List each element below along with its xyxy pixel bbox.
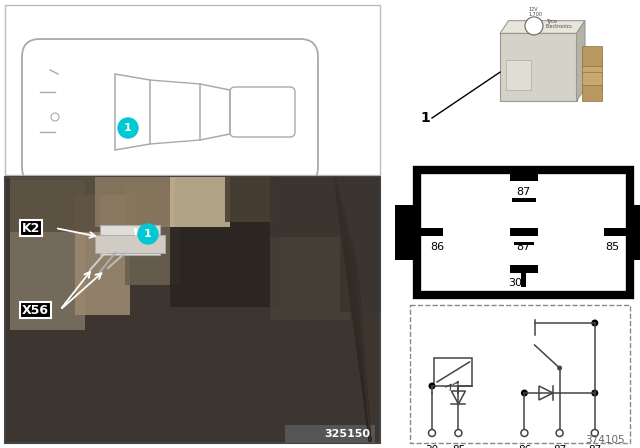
- Bar: [170, 177, 230, 227]
- Text: 1: 1: [144, 229, 152, 239]
- Bar: [270, 180, 350, 320]
- Bar: [509, 228, 538, 237]
- Bar: [75, 195, 130, 315]
- Bar: [513, 242, 534, 246]
- Text: Tyco
Electronics: Tyco Electronics: [546, 18, 573, 29]
- Bar: [582, 58, 602, 76]
- Text: 87: 87: [516, 241, 531, 251]
- Text: 85: 85: [605, 241, 619, 251]
- Text: 1: 1: [124, 123, 132, 133]
- Text: 86: 86: [518, 445, 531, 448]
- Bar: [100, 225, 160, 255]
- Bar: [520, 273, 525, 287]
- Circle shape: [138, 224, 158, 244]
- Circle shape: [429, 383, 435, 389]
- Circle shape: [525, 17, 543, 35]
- Bar: [95, 235, 165, 253]
- Bar: [506, 60, 531, 90]
- Text: 1: 1: [420, 111, 430, 125]
- Text: 374105: 374105: [586, 435, 625, 445]
- Bar: [5, 177, 380, 443]
- Circle shape: [591, 389, 598, 396]
- Polygon shape: [577, 21, 585, 101]
- Bar: [582, 72, 602, 90]
- Polygon shape: [500, 21, 585, 34]
- Bar: [509, 265, 538, 273]
- Bar: [509, 173, 538, 181]
- Text: 85: 85: [452, 445, 465, 448]
- Bar: [420, 5, 635, 153]
- Bar: [225, 177, 275, 222]
- Bar: [285, 425, 375, 443]
- Bar: [170, 177, 280, 307]
- Text: 86: 86: [430, 241, 444, 251]
- Bar: [420, 228, 443, 237]
- Bar: [270, 177, 380, 237]
- Text: 30: 30: [426, 445, 438, 448]
- Bar: [511, 198, 536, 202]
- Bar: [125, 185, 180, 285]
- Bar: [604, 228, 627, 237]
- Text: K2: K2: [22, 221, 40, 234]
- Bar: [395, 205, 417, 260]
- Text: 87: 87: [588, 445, 602, 448]
- Circle shape: [591, 319, 598, 327]
- Circle shape: [557, 366, 562, 370]
- Polygon shape: [500, 34, 577, 101]
- Bar: [630, 205, 640, 260]
- Bar: [582, 46, 602, 66]
- Text: 87: 87: [516, 187, 531, 197]
- Bar: [417, 170, 630, 295]
- Bar: [10, 180, 85, 330]
- Bar: [10, 177, 100, 232]
- Text: 30: 30: [509, 278, 522, 288]
- Text: 325150: 325150: [324, 429, 370, 439]
- Text: X56: X56: [22, 303, 49, 316]
- Bar: [434, 358, 472, 386]
- Text: 87: 87: [553, 445, 566, 448]
- Text: 12V
1.700: 12V 1.700: [528, 7, 542, 17]
- Bar: [95, 177, 175, 227]
- Circle shape: [118, 118, 138, 138]
- Bar: [6, 178, 379, 442]
- Bar: [582, 86, 602, 101]
- Bar: [5, 5, 380, 175]
- Bar: [340, 177, 380, 312]
- Circle shape: [521, 389, 528, 396]
- Bar: [410, 305, 630, 443]
